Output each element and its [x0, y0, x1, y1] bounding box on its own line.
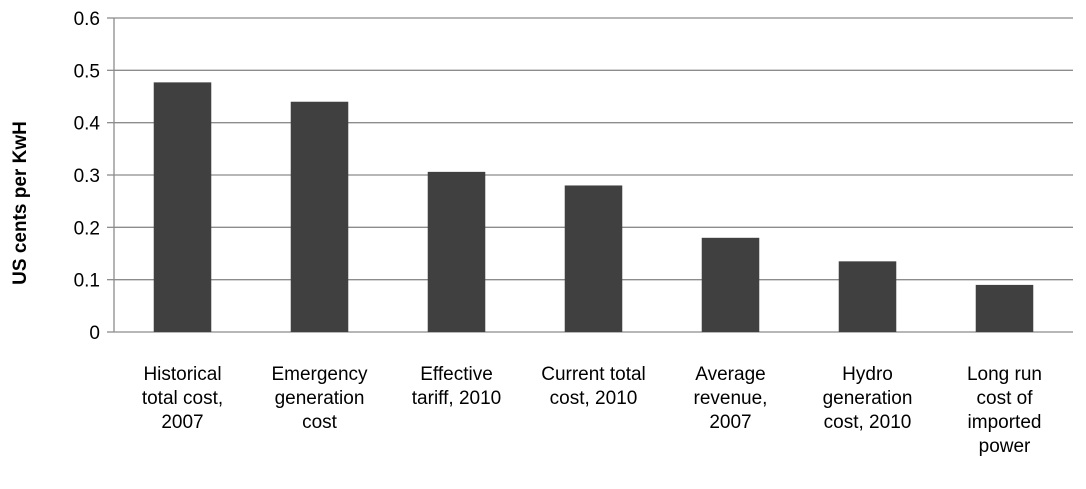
y-tick-label: 0: [89, 323, 100, 344]
x-category-label: Effective tariff, 2010: [412, 364, 501, 409]
bar: [427, 171, 486, 332]
x-category-label: Historical total cost, 2007: [142, 364, 223, 433]
y-tick-labels: 0 0.1 0.2 0.3 0.4 0.5 0.6: [74, 9, 101, 344]
y-tick-label: 0.3: [74, 166, 100, 187]
bar: [153, 82, 212, 333]
bar: [701, 237, 760, 332]
x-category-labels: Historical total cost, 2007 Emergency genera…: [142, 364, 1042, 457]
x-category-label: Average revenue, 2007: [694, 364, 768, 433]
y-tick-label: 0.1: [74, 271, 100, 292]
bar: [975, 284, 1034, 332]
bar: [838, 261, 897, 332]
x-category-label: Current total cost, 2010: [541, 364, 646, 409]
bars: [153, 82, 1034, 333]
y-axis-title: US cents per KwH: [10, 121, 31, 285]
y-tick-label: 0.4: [74, 114, 101, 135]
gridlines: [114, 17, 1073, 281]
y-tick-label: 0.5: [74, 61, 100, 82]
x-category-label: Emergency generation cost: [271, 364, 368, 433]
y-tick-label: 0.6: [74, 9, 100, 30]
x-category-label: Hydro generation cost, 2010: [823, 364, 913, 433]
bar: [290, 101, 349, 332]
x-category-label: Long run cost of imported power: [967, 364, 1042, 457]
bar: [564, 185, 623, 332]
y-tick-label: 0.2: [74, 218, 100, 239]
